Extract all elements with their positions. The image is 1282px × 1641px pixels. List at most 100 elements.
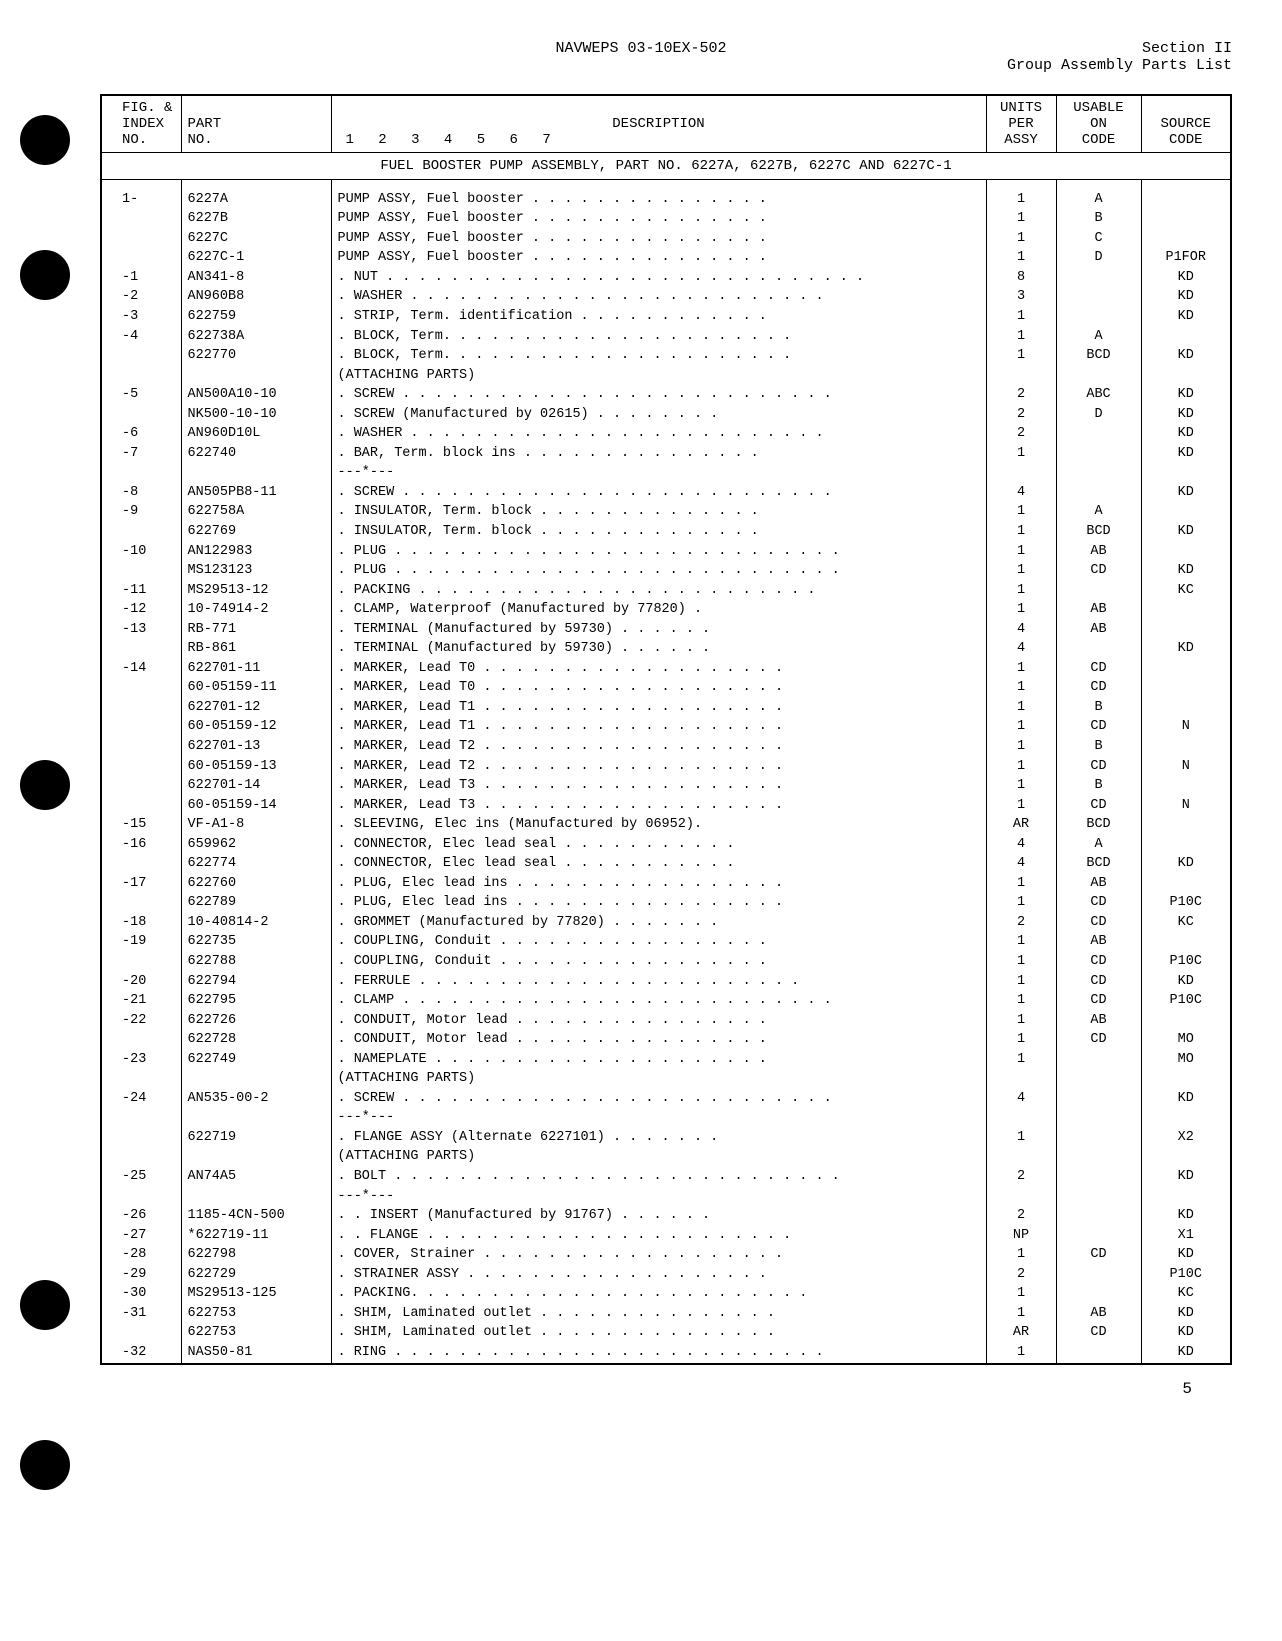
table-row: -13RB-771. TERMINAL (Manufactured by 597… <box>101 620 1231 640</box>
units-cell: 1 <box>986 1050 1056 1070</box>
table-row: -24AN535-00-2. SCREW . . . . . . . . . .… <box>101 1089 1231 1109</box>
source-code-cell: KD <box>1141 287 1231 307</box>
table-row: 622701-14. MARKER, Lead T3 . . . . . . .… <box>101 776 1231 796</box>
column-header-fig: FIG. & INDEX NO. <box>101 95 181 153</box>
description-cell: . BOLT . . . . . . . . . . . . . . . . .… <box>331 1167 986 1187</box>
punch-hole <box>20 250 70 300</box>
usable-code-cell <box>1056 424 1141 444</box>
table-row: -6AN960D10L. WASHER . . . . . . . . . . … <box>101 424 1231 444</box>
fig-index-cell <box>101 737 181 757</box>
part-number-cell: 622758A <box>181 502 331 522</box>
description-cell: . MARKER, Lead T1 . . . . . . . . . . . … <box>331 717 986 737</box>
usable-code-cell <box>1056 1089 1141 1109</box>
source-code-cell: P10C <box>1141 1265 1231 1285</box>
usable-code-cell: CD <box>1056 796 1141 816</box>
description-cell: . COUPLING, Conduit . . . . . . . . . . … <box>331 952 986 972</box>
description-cell: ---*--- <box>331 463 986 483</box>
usable-code-cell: A <box>1056 327 1141 347</box>
fig-index-cell <box>101 229 181 249</box>
source-code-cell <box>1141 678 1231 698</box>
description-cell: PUMP ASSY, Fuel booster . . . . . . . . … <box>331 229 986 249</box>
units-cell: 1 <box>986 1128 1056 1148</box>
fig-index-cell: -3 <box>101 307 181 327</box>
table-row: (ATTACHING PARTS) <box>101 366 1231 386</box>
table-row: 622701-12. MARKER, Lead T1 . . . . . . .… <box>101 698 1231 718</box>
source-code-cell: X1 <box>1141 1226 1231 1246</box>
source-code-cell <box>1141 932 1231 952</box>
table-row: 6227CPUMP ASSY, Fuel booster . . . . . .… <box>101 229 1231 249</box>
source-code-cell: P10C <box>1141 991 1231 1011</box>
table-row: 1-6227APUMP ASSY, Fuel booster . . . . .… <box>101 190 1231 210</box>
description-cell: . BLOCK, Term. . . . . . . . . . . . . .… <box>331 346 986 366</box>
usable-code-cell: D <box>1056 405 1141 425</box>
units-cell <box>986 463 1056 483</box>
fig-index-cell: -31 <box>101 1304 181 1324</box>
description-cell: . MARKER, Lead T2 . . . . . . . . . . . … <box>331 737 986 757</box>
usable-code-cell: B <box>1056 698 1141 718</box>
table-row: -19622735. COUPLING, Conduit . . . . . .… <box>101 932 1231 952</box>
table-row: 622728. CONDUIT, Motor lead . . . . . . … <box>101 1030 1231 1050</box>
part-number-cell: NAS50-81 <box>181 1343 331 1364</box>
fig-index-cell <box>101 1187 181 1207</box>
units-cell: 4 <box>986 620 1056 640</box>
part-number-cell: 6227C <box>181 229 331 249</box>
table-row: (ATTACHING PARTS) <box>101 1147 1231 1167</box>
source-code-cell <box>1141 366 1231 386</box>
source-code-cell: KD <box>1141 268 1231 288</box>
usable-code-cell <box>1056 1069 1141 1089</box>
usable-code-cell <box>1056 463 1141 483</box>
usable-code-cell: CD <box>1056 952 1141 972</box>
description-cell: . CONNECTOR, Elec lead seal . . . . . . … <box>331 854 986 874</box>
usable-code-cell: A <box>1056 190 1141 210</box>
description-cell: ---*--- <box>331 1108 986 1128</box>
usable-code-cell: CD <box>1056 913 1141 933</box>
source-code-cell <box>1141 620 1231 640</box>
table-row: -20622794. FERRULE . . . . . . . . . . .… <box>101 972 1231 992</box>
fig-index-cell: -9 <box>101 502 181 522</box>
part-number-cell <box>181 1069 331 1089</box>
units-cell: 1 <box>986 874 1056 894</box>
units-cell: 2 <box>986 424 1056 444</box>
units-cell: 1 <box>986 1284 1056 1304</box>
part-number-cell: AN74A5 <box>181 1167 331 1187</box>
fig-index-cell: -23 <box>101 1050 181 1070</box>
units-cell: 1 <box>986 717 1056 737</box>
column-header-part: PART NO. <box>181 95 331 153</box>
description-cell: . MARKER, Lead T2 . . . . . . . . . . . … <box>331 757 986 777</box>
part-number-cell: MS123123 <box>181 561 331 581</box>
part-number-cell: AN122983 <box>181 542 331 562</box>
part-number-cell: 659962 <box>181 835 331 855</box>
description-cell: . PLUG, Elec lead ins . . . . . . . . . … <box>331 893 986 913</box>
fig-index-cell: -17 <box>101 874 181 894</box>
table-row: ---*--- <box>101 1108 1231 1128</box>
source-code-cell: KD <box>1141 522 1231 542</box>
fig-index-cell: -2 <box>101 287 181 307</box>
fig-index-cell <box>101 776 181 796</box>
part-number-cell: AN960B8 <box>181 287 331 307</box>
part-number-cell <box>181 1108 331 1128</box>
description-cell: . INSULATOR, Term. block . . . . . . . .… <box>331 522 986 542</box>
units-cell: 1 <box>986 991 1056 1011</box>
part-number-cell: 6227B <box>181 209 331 229</box>
table-row: -15VF-A1-8. SLEEVING, Elec ins (Manufact… <box>101 815 1231 835</box>
source-code-cell: KD <box>1141 854 1231 874</box>
fig-index-cell <box>101 463 181 483</box>
fig-index-cell: 1- <box>101 190 181 210</box>
description-cell: . SCREW . . . . . . . . . . . . . . . . … <box>331 385 986 405</box>
usable-code-cell: CD <box>1056 1245 1141 1265</box>
part-number-cell: RB-861 <box>181 639 331 659</box>
description-cell: PUMP ASSY, Fuel booster . . . . . . . . … <box>331 209 986 229</box>
source-code-cell: KD <box>1141 405 1231 425</box>
fig-index-cell: -1 <box>101 268 181 288</box>
part-number-cell: 622770 <box>181 346 331 366</box>
description-cell: . SHIM, Laminated outlet . . . . . . . .… <box>331 1323 986 1343</box>
part-number-cell <box>181 1147 331 1167</box>
units-cell <box>986 1069 1056 1089</box>
units-cell: 8 <box>986 268 1056 288</box>
description-cell: . MARKER, Lead T0 . . . . . . . . . . . … <box>331 659 986 679</box>
part-number-cell: AN505PB8-11 <box>181 483 331 503</box>
usable-code-cell: B <box>1056 209 1141 229</box>
table-row: 622701-13. MARKER, Lead T2 . . . . . . .… <box>101 737 1231 757</box>
fig-index-cell <box>101 639 181 659</box>
units-cell: 1 <box>986 502 1056 522</box>
